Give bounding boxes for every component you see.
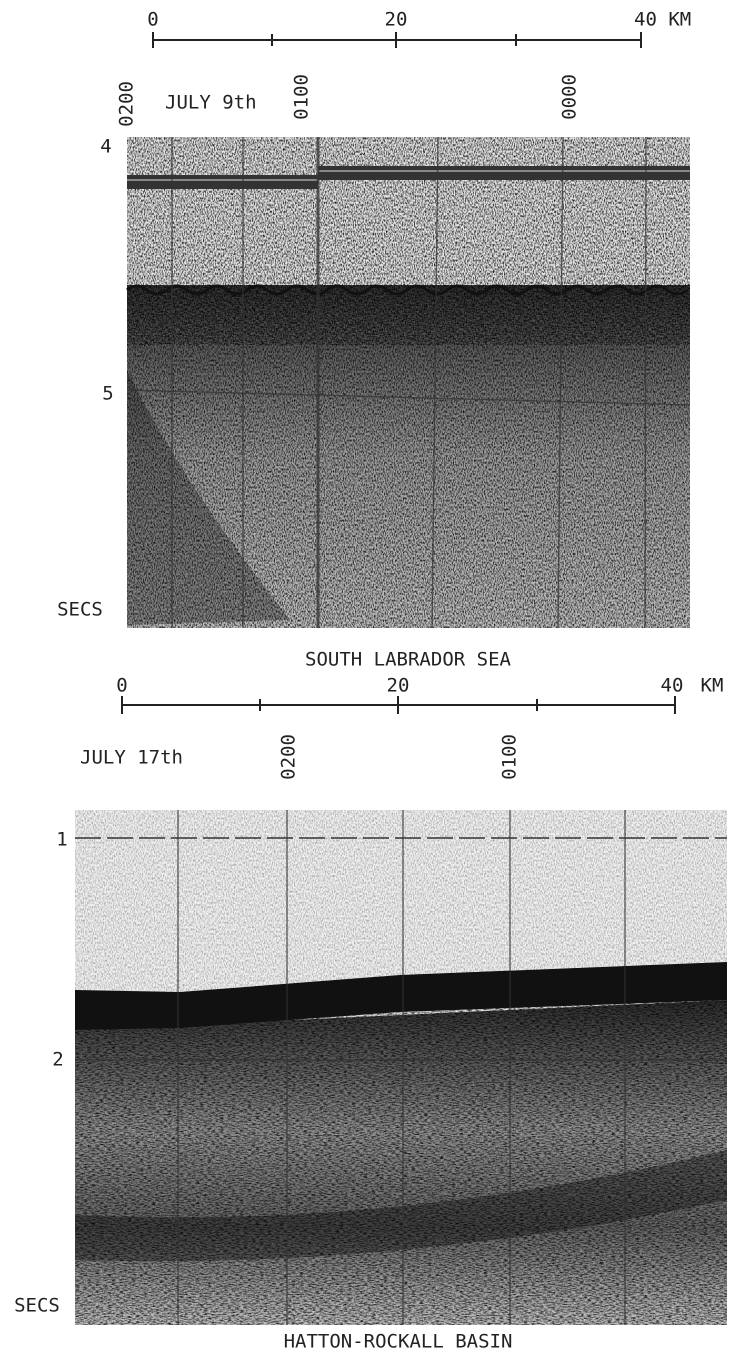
depth-label: 4 xyxy=(100,136,111,158)
depth-unit: SECS xyxy=(14,1295,60,1317)
time-label: 0100 xyxy=(291,74,313,120)
time-label: 0000 xyxy=(559,74,581,120)
seismic-record xyxy=(75,810,727,1325)
panel-2: 0 20 40 KM JULY 17th 0200 0100 1 2 SECS … xyxy=(14,675,727,1353)
seismic-record xyxy=(126,136,691,629)
depth-label: 1 xyxy=(56,829,67,851)
scale-label: 40 xyxy=(661,675,684,697)
time-label: 0200 xyxy=(116,81,138,127)
time-label: 0100 xyxy=(499,734,521,780)
time-label: 0200 xyxy=(278,734,300,780)
scale-label: 20 xyxy=(385,9,408,31)
scale-label: 0 xyxy=(147,9,158,31)
panel-1: 0 20 40 KM 0200 JULY 9th 0100 0000 4 5 S… xyxy=(57,9,691,671)
depth-unit: SECS xyxy=(57,599,103,621)
scale-label: 0 xyxy=(116,675,127,697)
depth-label: 2 xyxy=(52,1049,63,1071)
caption: HATTON-ROCKALL BASIN xyxy=(284,1331,513,1353)
scale-ticks xyxy=(152,32,642,48)
caption: SOUTH LABRADOR SEA xyxy=(305,649,511,671)
scale-label: 40 KM xyxy=(634,9,691,31)
date-label: JULY 9th xyxy=(165,92,257,114)
depth-label: 5 xyxy=(102,383,113,405)
date-label: JULY 17th xyxy=(80,747,183,769)
scale-label: KM xyxy=(701,675,724,697)
scale-label: 20 xyxy=(387,675,410,697)
scale-ticks xyxy=(121,696,676,714)
